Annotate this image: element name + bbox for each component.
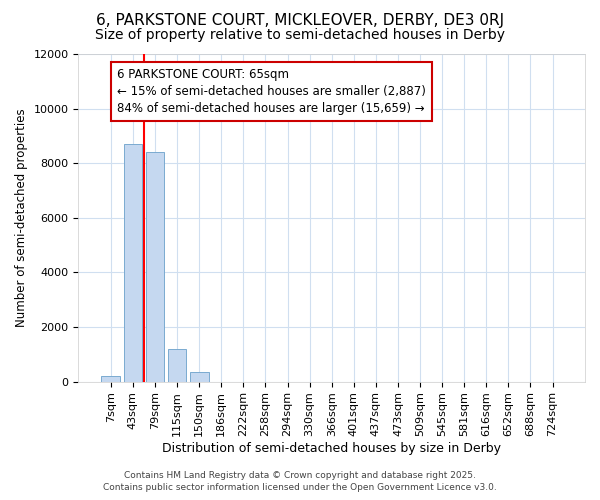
Text: 6, PARKSTONE COURT, MICKLEOVER, DERBY, DE3 0RJ: 6, PARKSTONE COURT, MICKLEOVER, DERBY, D… bbox=[96, 12, 504, 28]
Text: Size of property relative to semi-detached houses in Derby: Size of property relative to semi-detach… bbox=[95, 28, 505, 42]
Text: 6 PARKSTONE COURT: 65sqm
← 15% of semi-detached houses are smaller (2,887)
84% o: 6 PARKSTONE COURT: 65sqm ← 15% of semi-d… bbox=[117, 68, 426, 114]
Bar bbox=[146, 152, 164, 382]
Bar bbox=[101, 376, 120, 382]
Y-axis label: Number of semi-detached properties: Number of semi-detached properties bbox=[15, 108, 28, 327]
Bar bbox=[190, 372, 209, 382]
X-axis label: Distribution of semi-detached houses by size in Derby: Distribution of semi-detached houses by … bbox=[162, 442, 501, 455]
Bar bbox=[167, 349, 187, 382]
Bar bbox=[124, 144, 142, 382]
Text: Contains HM Land Registry data © Crown copyright and database right 2025.
Contai: Contains HM Land Registry data © Crown c… bbox=[103, 471, 497, 492]
